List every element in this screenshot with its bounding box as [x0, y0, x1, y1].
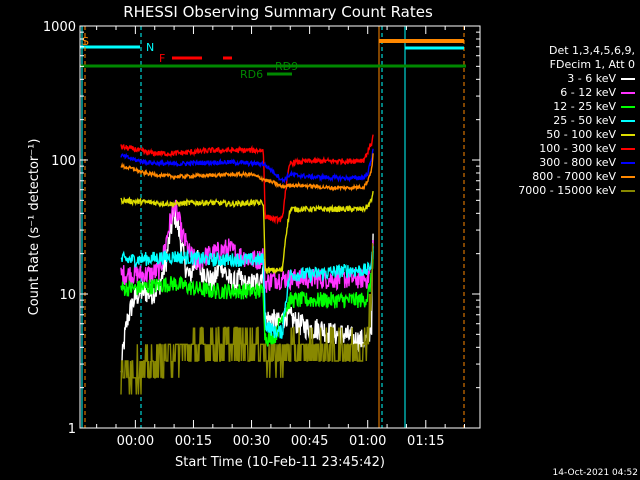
legend-item: 6 - 12 keV: [483, 86, 635, 100]
legend-item-label: 7000 - 15000 keV: [518, 184, 616, 197]
series-line: [120, 148, 374, 184]
plot-frame: [79, 25, 481, 429]
flag-label-s: S: [82, 35, 89, 48]
y-tick-label: 1000: [43, 20, 76, 35]
chart-title: RHESSI Observing Summary Count Rates: [123, 3, 433, 21]
legend-swatch: [621, 190, 635, 192]
flag-label-rd9: RD9: [275, 60, 298, 73]
legend-item-label: 25 - 50 keV: [553, 114, 616, 127]
legend-item: 3 - 6 keV: [483, 72, 635, 86]
series-layer: [120, 134, 374, 395]
legend-swatch: [621, 120, 635, 122]
series-line: [120, 243, 374, 395]
x-tick-label: 00:30: [233, 434, 270, 449]
x-axis-label: Start Time (10-Feb-11 23:45:42): [175, 455, 385, 470]
x-tick-label: 00:45: [291, 434, 328, 449]
flag-label-n: N: [146, 41, 154, 54]
legend-item-label: 50 - 100 keV: [546, 128, 616, 141]
legend-item-label: 100 - 300 keV: [539, 142, 616, 155]
legend-item: 50 - 100 keV: [483, 128, 635, 142]
legend-item-label: 3 - 6 keV: [567, 72, 616, 85]
legend-swatch: [621, 134, 635, 136]
legend-item-label: 12 - 25 keV: [553, 100, 616, 113]
legend-swatch: [621, 92, 635, 94]
legend-swatch: [621, 78, 635, 80]
series-line: [120, 199, 374, 293]
flag-label-f: F: [159, 52, 165, 65]
legend-item: 12 - 25 keV: [483, 100, 635, 114]
legend-item: 800 - 7000 keV: [483, 170, 635, 184]
x-axis: 00:00 00:15 00:30 00:45 01:00 01:15: [96, 26, 466, 449]
series-line: [120, 250, 374, 347]
observing-flags: S NF RD9 RD6: [80, 26, 466, 428]
legend-item-label: 800 - 7000 keV: [532, 170, 616, 183]
legend-rows: 3 - 6 keV 6 - 12 keV 12 - 25 keV 25 - 50 ke…: [483, 72, 635, 198]
legend-item: 300 - 800 keV: [483, 156, 635, 170]
y-tick-label: 1: [68, 422, 76, 437]
series-line: [120, 153, 374, 192]
x-tick-label: 00:00: [117, 434, 154, 449]
series-line: [120, 134, 374, 225]
series-line: [120, 190, 374, 275]
legend-swatch: [621, 162, 635, 164]
x-tick-label: 00:15: [175, 434, 212, 449]
flag-label-rd6: RD6: [240, 68, 263, 81]
series-line: [120, 246, 374, 339]
legend-item: 100 - 300 keV: [483, 142, 635, 156]
legend-item-label: 300 - 800 keV: [539, 156, 616, 169]
legend: Det 1,3,4,5,6,9, FDecim 1, Att 0 3 - 6 k…: [483, 44, 635, 198]
legend-item: 7000 - 15000 keV: [483, 184, 635, 198]
legend-header-2: FDecim 1, Att 0: [549, 58, 635, 71]
legend-header-1: Det 1,3,4,5,6,9,: [548, 44, 635, 57]
x-tick-label: 01:00: [349, 434, 386, 449]
legend-item: 25 - 50 keV: [483, 114, 635, 128]
y-axis-label: Count Rate (s⁻¹ detector⁻¹): [27, 139, 42, 316]
legend-swatch: [621, 148, 635, 150]
y-axis: 1 10 100 1000: [43, 20, 480, 437]
legend-item-label: 6 - 12 keV: [560, 86, 616, 99]
y-tick-label: 100: [51, 154, 76, 169]
x-tick-label: 01:15: [407, 434, 444, 449]
timestamp: 14-Oct-2021 04:52: [552, 468, 638, 478]
legend-swatch: [621, 106, 635, 108]
legend-swatch: [621, 176, 635, 178]
y-tick-label: 10: [59, 288, 76, 303]
